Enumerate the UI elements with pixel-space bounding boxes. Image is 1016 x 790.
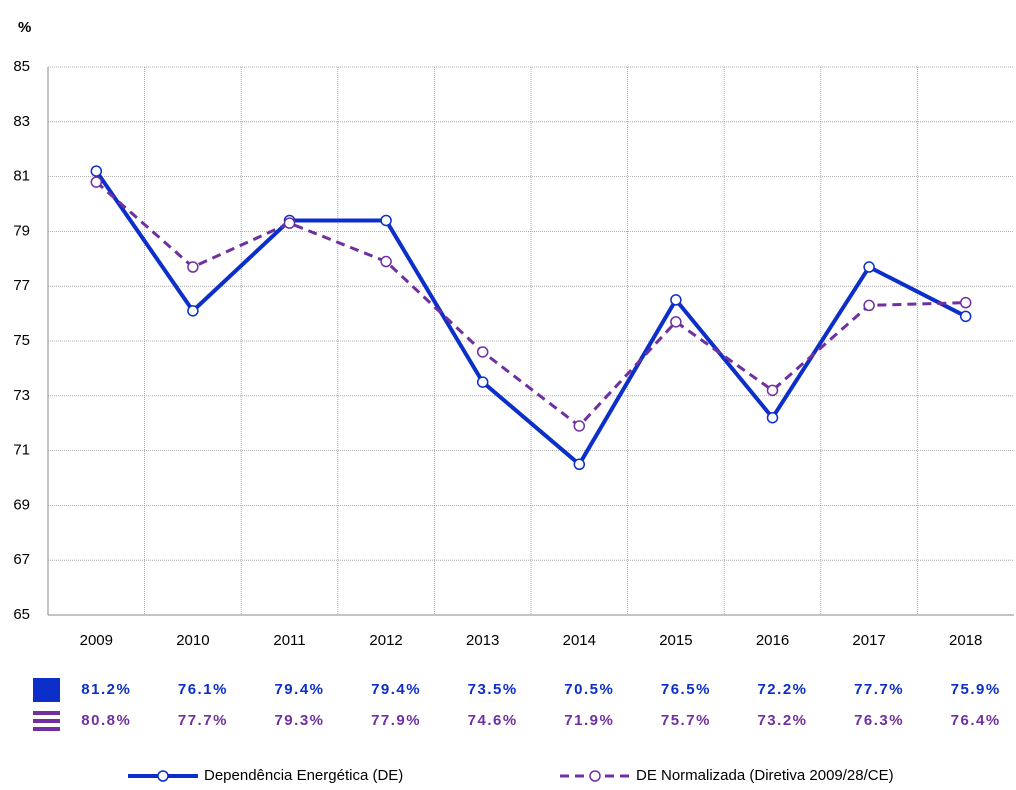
y-tick-label: 77 xyxy=(13,277,30,294)
x-tick-label: 2017 xyxy=(852,632,885,649)
value-label: 75.7% xyxy=(661,712,711,729)
series-line xyxy=(94,169,967,467)
point xyxy=(187,305,199,317)
y-tick-label: 79 xyxy=(13,222,30,239)
y-tick-label: 67 xyxy=(13,551,30,568)
point xyxy=(863,261,875,273)
value-label: 76.5% xyxy=(661,681,711,698)
value-label: 72.2% xyxy=(757,681,807,698)
point xyxy=(573,420,586,432)
y-tick-label: 65 xyxy=(13,606,30,623)
value-label: 77.7% xyxy=(854,681,904,698)
y-tick-label: 75 xyxy=(13,332,30,349)
point xyxy=(476,376,489,388)
value-label: 74.6% xyxy=(468,712,518,729)
value-label: 81.2% xyxy=(81,681,131,698)
legend-label: Dependência Energética (DE) xyxy=(204,767,403,784)
point xyxy=(380,255,392,268)
value-label: 71.9% xyxy=(564,712,614,729)
x-tick-label: 2014 xyxy=(563,632,596,649)
y-axis-label: % xyxy=(18,19,31,36)
x-tick-label: 2015 xyxy=(659,632,692,649)
value-label: 80.8% xyxy=(81,712,131,729)
row-key xyxy=(33,727,60,731)
row-key xyxy=(33,711,60,715)
point xyxy=(90,176,103,188)
value-label: 70.5% xyxy=(564,681,614,698)
y-tick-label: 81 xyxy=(13,168,30,185)
x-tick-label: 2016 xyxy=(756,632,789,649)
value-label: 77.7% xyxy=(178,712,228,729)
y-tick-label: 85 xyxy=(13,58,30,75)
point xyxy=(90,165,103,177)
value-label: 77.9% xyxy=(371,712,421,729)
point xyxy=(670,294,682,306)
point xyxy=(476,346,489,358)
x-tick-label: 2013 xyxy=(466,632,499,649)
point xyxy=(283,217,296,229)
x-tick-label: 2011 xyxy=(273,632,305,649)
value-label: 76.3% xyxy=(854,712,904,729)
row-key xyxy=(33,719,60,723)
y-tick-label: 83 xyxy=(13,113,30,130)
legend-marker xyxy=(589,770,601,782)
point xyxy=(380,214,392,227)
value-label: 79.4% xyxy=(371,681,421,698)
legend-label: DE Normalizada (Diretiva 2009/28/CE) xyxy=(636,767,894,784)
value-label: 75.9% xyxy=(951,681,1001,698)
point xyxy=(187,261,199,273)
point xyxy=(959,310,972,323)
value-label: 76.1% xyxy=(178,681,228,698)
legend-marker xyxy=(157,770,169,782)
value-label: 79.4% xyxy=(274,681,324,698)
value-label: 73.5% xyxy=(468,681,518,698)
point xyxy=(863,299,875,312)
y-tick-label: 73 xyxy=(13,387,30,404)
value-label: 73.2% xyxy=(757,712,807,729)
series-line xyxy=(95,180,966,428)
y-tick-label: 69 xyxy=(13,496,30,513)
point xyxy=(959,296,972,309)
value-label: 79.3% xyxy=(274,712,324,729)
y-tick-label: 71 xyxy=(13,442,30,459)
value-label: 76.4% xyxy=(951,712,1001,729)
x-tick-label: 2010 xyxy=(176,632,209,649)
x-tick-label: 2018 xyxy=(949,632,982,649)
x-tick-label: 2012 xyxy=(369,632,402,649)
point xyxy=(670,316,682,328)
point xyxy=(573,458,586,471)
point xyxy=(766,411,779,424)
row-key xyxy=(33,678,60,702)
point xyxy=(766,384,779,397)
x-tick-label: 2009 xyxy=(80,632,113,649)
